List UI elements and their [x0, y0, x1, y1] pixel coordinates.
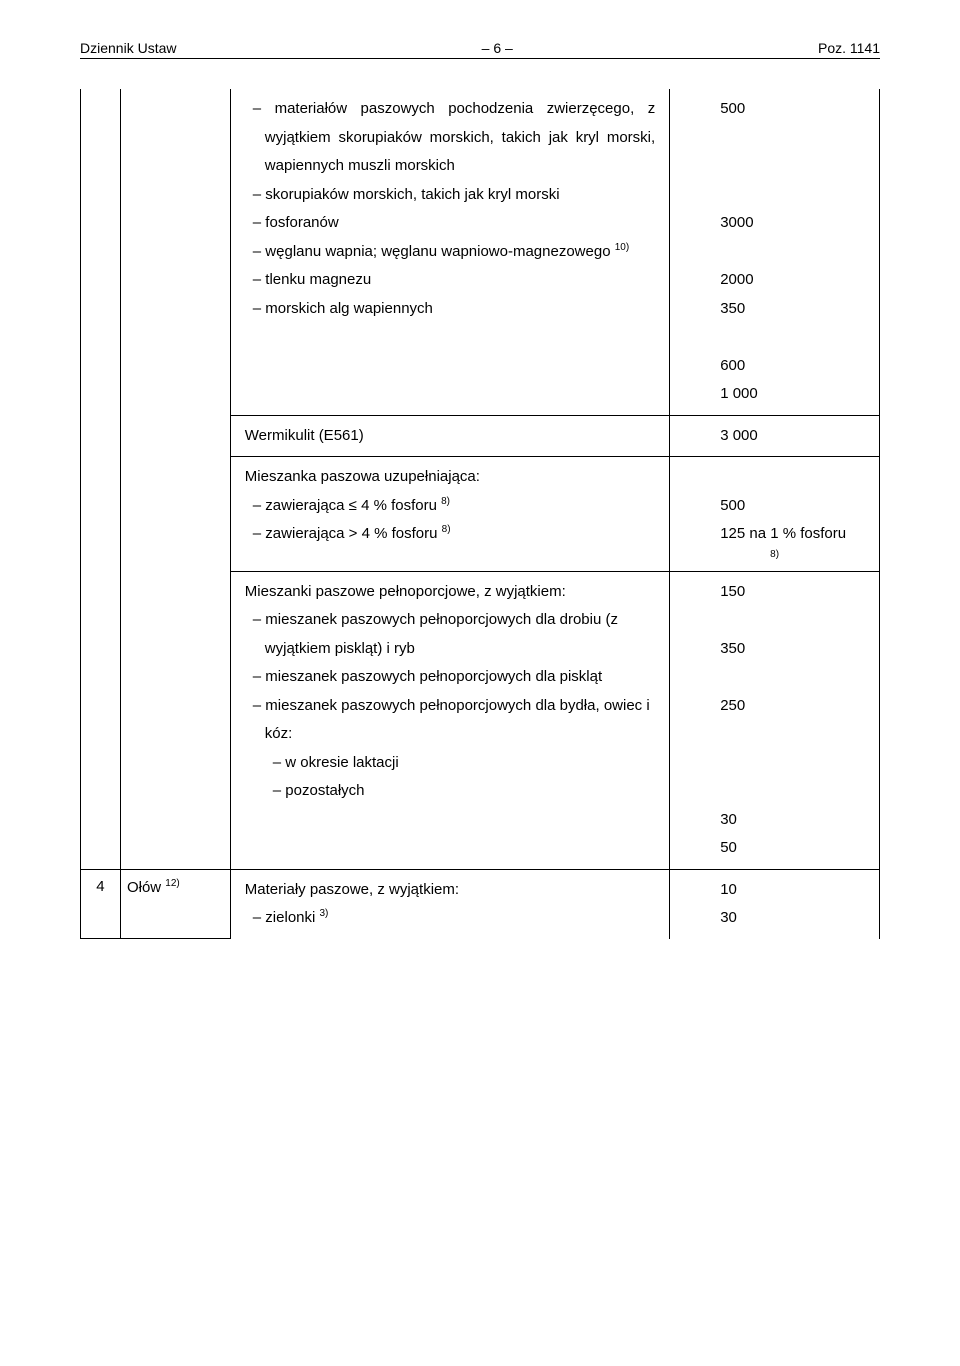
value-text: 600 [680, 352, 869, 381]
value-text: 500 [680, 95, 869, 124]
value-text: 500 [680, 492, 869, 521]
value-cell: 3 000 [670, 415, 880, 457]
value-text: 125 na 1 % fosforu [680, 520, 869, 549]
value-text: 350 [680, 295, 869, 324]
value-text: 3 000 [680, 422, 869, 451]
value-text: 150 [680, 578, 869, 607]
value-cell: 150 350 250 3050 [670, 571, 880, 869]
value-text: 50 [680, 834, 869, 863]
value-text: 2000 [680, 266, 869, 295]
value-text: 1 000 [680, 380, 869, 409]
desc-text: Materiały paszowe, z wyjątkiem: [245, 881, 459, 898]
desc-text: – zawierająca > 4 % fosforu 8) [245, 520, 655, 549]
value-sup: 8) [680, 549, 869, 565]
desc-text: – fosforanów [245, 209, 655, 238]
header-right: Poz. 1141 [818, 40, 880, 56]
value-text: 30 [680, 806, 869, 835]
value-text: 10 [680, 876, 869, 905]
desc-text: – morskich alg wapiennych [245, 295, 655, 324]
row-number-empty [81, 89, 121, 869]
description-cell: Materiały paszowe, z wyjątkiem: – zielonk… [230, 869, 669, 939]
desc-text: – w okresie laktacji [245, 749, 655, 778]
value-cell: 1030 [670, 869, 880, 939]
value-text: 350 [680, 635, 869, 664]
value-text [680, 749, 869, 778]
value-text: 3000 [680, 209, 869, 238]
header-center: – 6 – [176, 40, 818, 56]
description-cell: – materiałów paszowych pochodzenia zwier… [230, 89, 669, 415]
row-name: Ołów 12) [120, 869, 230, 939]
desc-text: – zawierająca ≤ 4 % fosforu 8) [245, 492, 655, 521]
row-number: 4 [81, 869, 121, 939]
value-text [680, 463, 869, 492]
desc-text: – tlenku magnezu [245, 266, 655, 295]
description-cell: Mieszanka paszowa uzupełniająca: – zawier… [230, 457, 669, 572]
desc-text: Wermikulit (E561) [245, 427, 364, 444]
desc-text: – mieszanek paszowych pełnoporcjowych dl… [245, 663, 655, 692]
desc-text: – mieszanek paszowych pełnoporcjowych dl… [245, 692, 655, 749]
header-left: Dziennik Ustaw [80, 40, 176, 56]
row-name-empty [120, 89, 230, 869]
value-text: 30 [680, 904, 869, 933]
desc-text: Mieszanki paszowe pełnoporcjowe, z wyjąt… [245, 583, 566, 600]
desc-text: – mieszanek paszowych pełnoporcjowych dl… [245, 606, 655, 663]
description-cell: Mieszanki paszowe pełnoporcjowe, z wyjąt… [230, 571, 669, 869]
page-header: Dziennik Ustaw – 6 – Poz. 1141 [80, 40, 880, 59]
desc-text: – skorupiaków morskich, takich jak kryl … [245, 181, 655, 210]
main-table: – materiałów paszowych pochodzenia zwier… [80, 89, 880, 939]
value-text: 250 [680, 692, 869, 721]
desc-text: – węglanu wapnia; węglanu wapniowo-magne… [245, 238, 655, 267]
desc-text: Mieszanka paszowa uzupełniająca: [245, 468, 480, 485]
desc-text: – pozostałych [245, 777, 655, 806]
desc-text: – materiałów paszowych pochodzenia zwier… [245, 95, 655, 181]
desc-text: – zielonki 3) [245, 904, 655, 933]
value-cell: 500 3000 2000350 6001 000 [670, 89, 880, 415]
value-cell: 500125 na 1 % fosforu8) [670, 457, 880, 572]
description-cell: Wermikulit (E561) [230, 415, 669, 457]
